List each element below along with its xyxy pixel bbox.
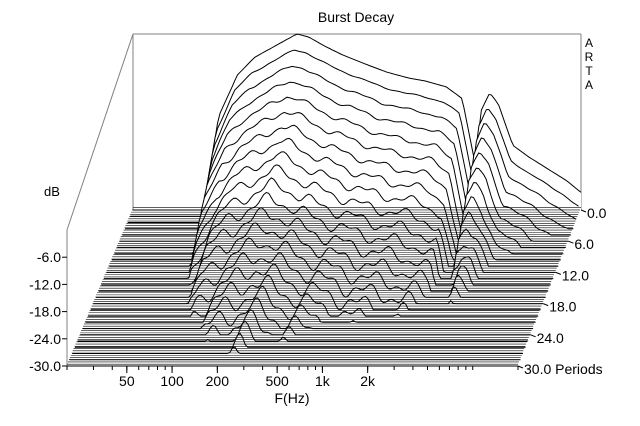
z-tick-mark-5 xyxy=(517,365,524,369)
x-ticks: 50 100 200 500 1k 2k xyxy=(66,366,519,389)
watermark-letter-0: A xyxy=(585,36,593,50)
z-tick-label-0: 0.0 xyxy=(587,205,607,221)
y-tick-label-3: -24.0 xyxy=(29,331,61,347)
y-axis-label: dB xyxy=(44,184,60,199)
slice-line-22 xyxy=(74,332,526,348)
x-tick-label-4: 1k xyxy=(315,373,331,389)
watermark-letter-1: R xyxy=(585,50,594,64)
slice-fill-23 xyxy=(72,347,524,354)
y-tick-label-0: -6.0 xyxy=(37,249,61,265)
z-ticks: 0.0 6.0 12.0 18.0 24.0 30.0 Periods xyxy=(517,205,607,377)
y-tick-label-1: -12.0 xyxy=(29,276,61,292)
box-left-depth-edge xyxy=(66,33,134,231)
slice-fill-16 xyxy=(90,263,541,310)
slice-fill-21 xyxy=(77,321,529,341)
z-tick-label-3: 18.0 xyxy=(549,299,576,315)
z-tick-mark-1 xyxy=(568,240,574,244)
floor-lines xyxy=(67,207,581,365)
slice-line-17 xyxy=(88,274,539,317)
x-axis-label: F(Hz) xyxy=(275,390,310,406)
chart-title: Burst Decay xyxy=(318,9,394,25)
slice-line-7 xyxy=(114,137,564,255)
slice-line-6 xyxy=(117,124,566,248)
z-tick-mark-3 xyxy=(543,303,549,307)
watermark-letter-2: T xyxy=(585,64,593,78)
z-tick-label-1: 6.0 xyxy=(574,236,594,252)
slice-fill-15 xyxy=(93,252,544,304)
z-tick-mark-4 xyxy=(530,334,536,338)
x-tick-label-3: 500 xyxy=(265,373,289,389)
slice-fill-22 xyxy=(74,333,526,348)
slice-line-13 xyxy=(98,222,549,292)
x-tick-label-5: 2k xyxy=(360,373,376,389)
watermark-letter-3: A xyxy=(585,78,593,92)
z-tick-mark-2 xyxy=(555,271,561,275)
slice-line-23 xyxy=(72,346,523,354)
y-tick-label-4: -30.0 xyxy=(29,358,61,374)
x-tick-label-1: 100 xyxy=(160,373,184,389)
z-tick-mark-0 xyxy=(580,209,587,213)
slice-line-16 xyxy=(90,263,541,311)
slice-line-8 xyxy=(111,151,561,261)
slice-line-12 xyxy=(101,207,551,286)
slice-fill-17 xyxy=(88,274,539,317)
z-tick-label-4: 24.0 xyxy=(537,330,564,346)
x-tick-label-2: 200 xyxy=(206,373,230,389)
z-tick-label-2: 12.0 xyxy=(562,267,589,283)
slice-line-20 xyxy=(80,309,531,336)
slice-line-21 xyxy=(77,320,529,342)
y-ticks: -6.0 -12.0 -18.0 -24.0 -30.0 xyxy=(29,249,67,374)
x-tick-label-0: 50 xyxy=(119,373,135,389)
decay-slices xyxy=(67,33,582,367)
y-tick-label-2: -18.0 xyxy=(29,304,61,320)
z-tick-label-5: 30.0 Periods xyxy=(524,361,603,377)
